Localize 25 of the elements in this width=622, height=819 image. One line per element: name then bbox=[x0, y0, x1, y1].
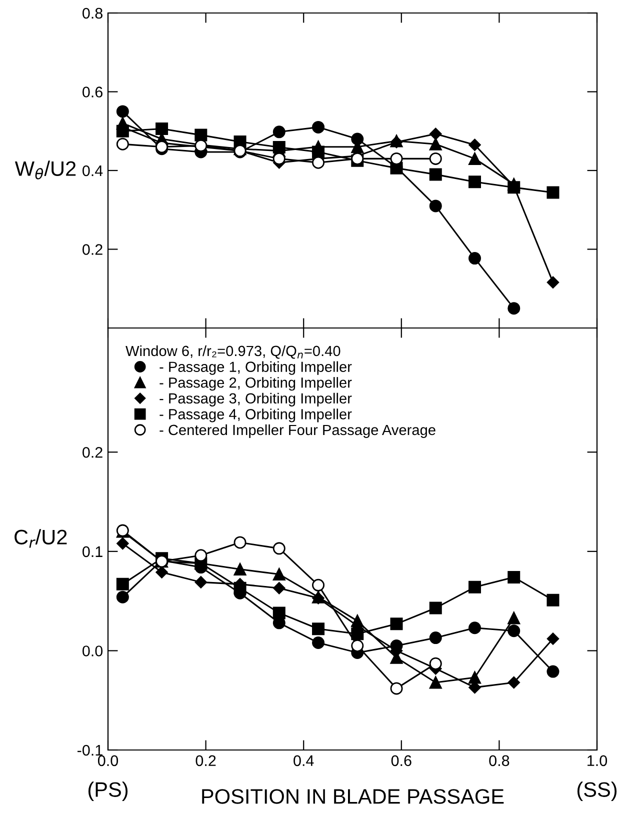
legend-label: - Passage 3, Orbiting Impeller bbox=[160, 392, 352, 406]
x-tick-label: 0.8 bbox=[489, 755, 510, 766]
y-axis-title: W$_{θ}$/U2 bbox=[14, 160, 76, 180]
y-tick-label: -0.1 bbox=[77, 744, 102, 756]
legend-label: - Centered Impeller Four Passage Average bbox=[160, 424, 436, 438]
y-tick-label: 0.2 bbox=[82, 446, 102, 458]
y-tick-label: 0.1 bbox=[82, 546, 102, 558]
x-tick-label: 0.6 bbox=[391, 755, 412, 766]
y-tick-label: 0.8 bbox=[82, 8, 102, 19]
y-tick-label: 0.2 bbox=[82, 244, 102, 255]
x-axis-title: POSITION IN BLADE PASSAGE bbox=[202, 789, 504, 804]
y-tick-label: 0.6 bbox=[82, 86, 102, 98]
x-tick-label: 0.2 bbox=[196, 755, 216, 766]
legend-label: - Passage 1, Orbiting Impeller bbox=[160, 361, 352, 375]
y-tick-label: 0.4 bbox=[82, 165, 103, 176]
y-axis-title: C$_{r}$/U2 bbox=[14, 529, 67, 548]
legend-title: Window 6, r/r₂=0.973, Q/Q$_{n}$=0.40 bbox=[126, 345, 340, 359]
text: (SS) bbox=[577, 782, 617, 802]
x-tick-label: 0.4 bbox=[294, 755, 314, 766]
x-tick-label: 1.0 bbox=[588, 755, 608, 766]
legend-label: - Passage 4, Orbiting Impeller bbox=[160, 408, 352, 422]
legend-label: - Passage 2, Orbiting Impeller bbox=[160, 377, 352, 391]
text: (PS) bbox=[88, 782, 128, 802]
x-tick-label: 0.0 bbox=[98, 755, 118, 766]
y-tick-label: 0.0 bbox=[82, 646, 103, 656]
